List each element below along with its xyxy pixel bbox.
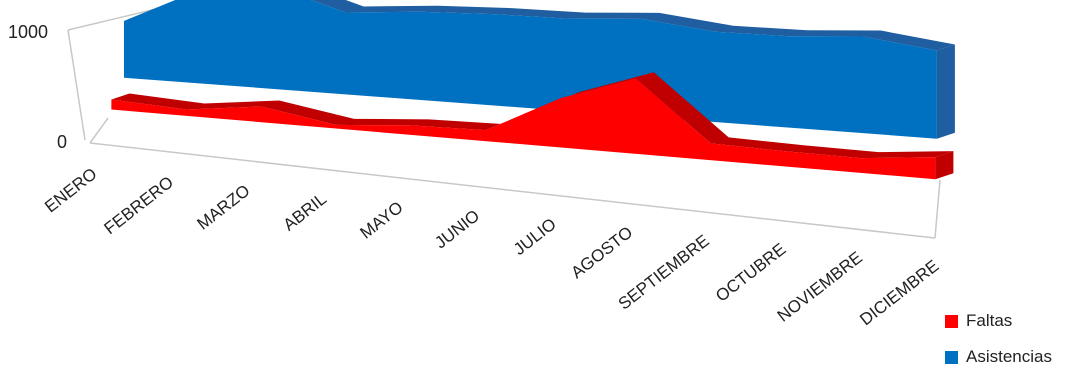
floor-edge-left	[89, 117, 109, 144]
area-front-faltas	[111, 78, 936, 180]
x-tick-label: SEPTIEMBRE	[615, 231, 713, 313]
y-tick-label: 0	[57, 132, 67, 152]
legend-item-faltas: Faltas	[945, 310, 1052, 332]
x-axis-labels: ENERO FEBRERO MARZO ABRIL MAYO JUNIO JULIO AGOS…	[41, 164, 942, 329]
back-wall-top-left	[67, 7, 161, 31]
y-tick-label: 1000	[8, 22, 48, 42]
x-tick-label: MAYO	[356, 198, 406, 243]
x-tick-label: JULIO	[510, 214, 560, 259]
floor-edge-right	[934, 179, 941, 239]
legend: Faltas Asistencias	[945, 310, 1052, 382]
legend-label-faltas: Faltas	[966, 311, 1013, 330]
x-tick-label: OCTUBRE	[712, 239, 789, 305]
x-tick-label: ENERO	[41, 164, 100, 216]
x-tick-label: DICIEMBRE	[856, 256, 942, 329]
y-axis-labels: 1000 0	[8, 22, 67, 152]
area-top-asistencias	[123, 0, 955, 51]
area-front-asistencias	[123, 0, 937, 139]
x-tick-label: ABRIL	[280, 189, 330, 234]
series-asistencias	[123, 0, 955, 139]
x-tick-label: MARZO	[193, 181, 253, 234]
series-faltas	[111, 72, 954, 180]
legend-item-asistencias: Asistencias	[945, 346, 1052, 368]
x-tick-label: JUNIO	[431, 206, 483, 252]
x-tick-label: NOVIEMBRE	[774, 248, 866, 326]
area-side-faltas	[935, 151, 954, 180]
area-side-asistencias	[936, 44, 955, 139]
floor-edge-front	[89, 142, 936, 239]
legend-swatch-asistencias	[945, 350, 958, 364]
back-wall-left-edge	[67, 29, 86, 141]
x-tick-label: AGOSTO	[568, 223, 637, 283]
legend-label-asistencias: Asistencias	[966, 347, 1052, 366]
legend-swatch-faltas	[945, 314, 958, 328]
x-tick-label: FEBRERO	[101, 173, 177, 239]
